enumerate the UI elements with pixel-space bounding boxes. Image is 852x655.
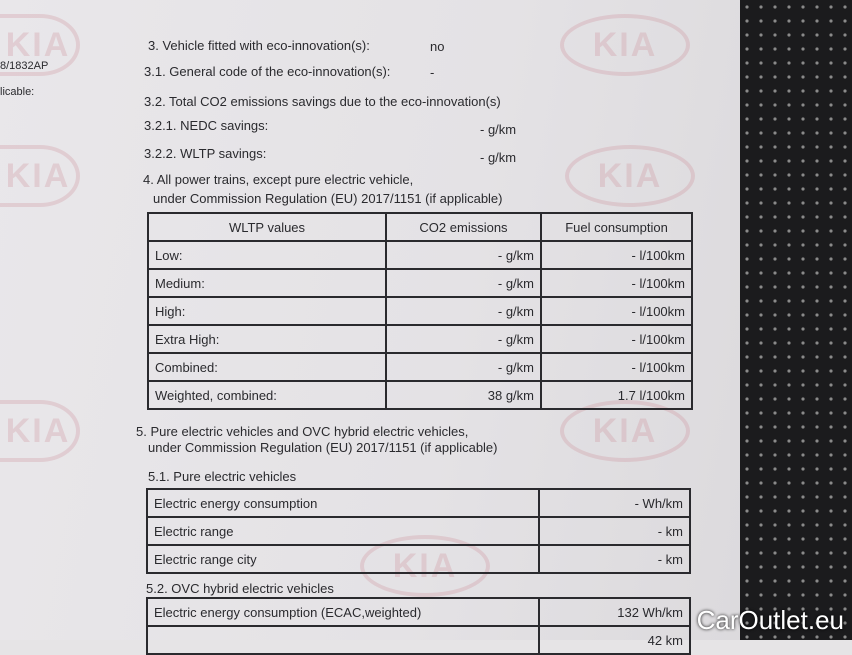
value: 132 Wh/km (538, 597, 691, 627)
table-row: 42 km (146, 625, 691, 655)
co2-value: - g/km (385, 268, 542, 298)
table-row: Low: - g/km - l/100km (147, 240, 693, 270)
table-row: Weighted, combined: 38 g/km 1.7 l/100km (147, 380, 693, 410)
fuel-value: - l/100km (540, 352, 693, 382)
section-4-line2: under Commission Regulation (EU) 2017/11… (153, 191, 503, 206)
section-3-2-1-value: - g/km (480, 122, 517, 137)
kia-watermark: KIA (0, 400, 80, 462)
section-3-2-1: 3.2.1. NEDC savings: (144, 118, 269, 133)
table-row: Electric energy consumption (ECAC,weight… (146, 597, 691, 627)
section-3-1-value: - (430, 65, 435, 80)
row-label: Medium: (147, 268, 387, 298)
margin-ref: 8/1832AP (0, 60, 49, 72)
row-label: Weighted, combined: (147, 380, 387, 410)
section-3-2-2: 3.2.2. WLTP savings: (144, 146, 267, 161)
document-page: KIA KIA KIA KIA KIA KIA KIA 8/1832AP lic… (0, 0, 740, 655)
row-label: Electric energy consumption (ECAC,weight… (146, 597, 540, 627)
fuel-value: 1.7 l/100km (540, 380, 693, 410)
value: - km (538, 544, 691, 574)
header-wltp: WLTP values (147, 212, 387, 242)
co2-value: 38 g/km (385, 380, 542, 410)
row-label: Combined: (147, 352, 387, 382)
section-5-2: 5.2. OVC hybrid electric vehicles (146, 581, 334, 596)
section-3-2-2-value: - g/km (480, 150, 517, 165)
fuel-value: - l/100km (540, 324, 693, 354)
table-row: High: - g/km - l/100km (147, 296, 693, 326)
header-fuel: Fuel consumption (540, 212, 693, 242)
kia-watermark: KIA (0, 145, 80, 207)
fuel-value: - l/100km (540, 240, 693, 270)
table-row: Combined: - g/km - l/100km (147, 352, 693, 382)
row-label: Extra High: (147, 324, 387, 354)
co2-value: - g/km (385, 296, 542, 326)
co2-value: - g/km (385, 324, 542, 354)
value: 42 km (538, 625, 691, 655)
section-3-2: 3.2. Total CO2 emissions savings due to … (144, 94, 501, 109)
section-5-line2: under Commission Regulation (EU) 2017/11… (148, 440, 498, 455)
row-label: High: (147, 296, 387, 326)
table-row: Electric energy consumption - Wh/km (146, 488, 691, 518)
ovc-table: Electric energy consumption (ECAC,weight… (146, 597, 691, 655)
table-row: Medium: - g/km - l/100km (147, 268, 693, 298)
table-row: Electric range city - km (146, 544, 691, 574)
header-co2: CO2 emissions (385, 212, 542, 242)
section-5-line1: 5. Pure electric vehicles and OVC hybrid… (136, 424, 469, 439)
kia-watermark: KIA (565, 145, 695, 207)
table-row: Electric range - km (146, 516, 691, 546)
co2-value: - g/km (385, 352, 542, 382)
wltp-table: WLTP values CO2 emissions Fuel consumpti… (147, 212, 693, 410)
value: - km (538, 516, 691, 546)
margin-applicable: licable: (0, 86, 35, 98)
row-label: Electric range city (146, 544, 540, 574)
row-label: Low: (147, 240, 387, 270)
co2-value: - g/km (385, 240, 542, 270)
fuel-value: - l/100km (540, 296, 693, 326)
fuel-value: - l/100km (540, 268, 693, 298)
pev-table: Electric energy consumption - Wh/km Electr… (146, 488, 691, 574)
kia-watermark: KIA (560, 14, 690, 76)
section-3-1: 3.1. General code of the eco-innovation(… (144, 64, 391, 79)
section-3-value: no (430, 39, 445, 54)
row-label (146, 625, 540, 655)
section-3: 3. Vehicle fitted with eco-innovation(s)… (148, 38, 370, 53)
row-label: Electric energy consumption (146, 488, 540, 518)
section-5-1: 5.1. Pure electric vehicles (148, 469, 297, 484)
value: - Wh/km (538, 488, 691, 518)
section-4-line1: 4. All power trains, except pure electri… (143, 172, 414, 187)
table-header-row: WLTP values CO2 emissions Fuel consumpti… (147, 212, 693, 242)
brand-watermark: CarOutlet.eu (696, 605, 844, 635)
row-label: Electric range (146, 516, 540, 546)
table-row: Extra High: - g/km - l/100km (147, 324, 693, 354)
kia-watermark: KIA (0, 14, 80, 76)
seat-fabric-background (740, 0, 852, 640)
